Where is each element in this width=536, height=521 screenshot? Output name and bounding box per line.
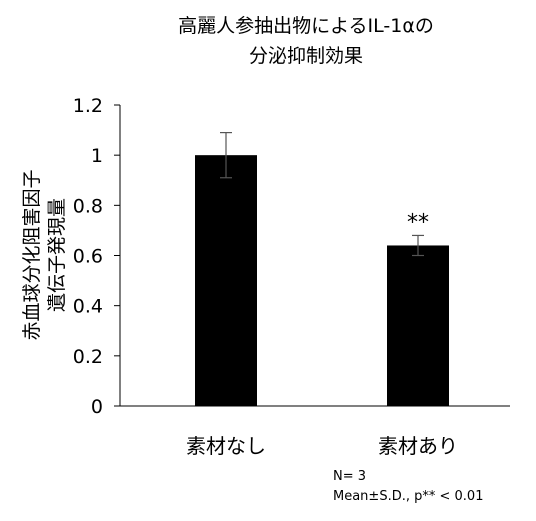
- y-tick-label: 0.2: [73, 346, 103, 368]
- chart-title-line-2: 分泌抑制効果: [249, 45, 363, 67]
- error-bar: [220, 131, 232, 179]
- y-tick-label: 0: [91, 396, 103, 418]
- error-bar: [412, 234, 424, 257]
- error-bars: [220, 131, 424, 257]
- bar: [195, 155, 257, 406]
- y-axis-label: 赤血球分化阻害因子 遺伝子発現量: [21, 169, 68, 340]
- y-tick-label: 0.4: [73, 296, 103, 318]
- chart-title-line-1: 高麗人参抽出物によるIL-1αの: [178, 15, 434, 37]
- significance-mark: **: [407, 210, 429, 235]
- statistics-note: Mean±S.D., p** < 0.01: [333, 489, 484, 504]
- y-axis-label-line-2: 遺伝子発現量: [46, 198, 68, 312]
- category-label: 素材なし: [186, 434, 266, 458]
- significance-marks: **: [407, 210, 429, 235]
- bar: [387, 245, 449, 406]
- y-tick-label: 1.2: [73, 95, 103, 117]
- y-axis-label-line-1: 赤血球分化阻害因子: [21, 169, 43, 340]
- bars: [195, 155, 449, 406]
- y-tick-label: 1: [91, 145, 103, 167]
- category-label: 素材あり: [378, 434, 458, 458]
- y-tick-label: 0.6: [73, 246, 103, 268]
- category-labels: 素材なし 素材あり: [186, 434, 458, 458]
- sample-size-note: N= 3: [333, 469, 367, 484]
- y-ticks: 0 0.2 0.4 0.6 0.8 1 1.2: [73, 95, 120, 418]
- y-tick-label: 0.8: [73, 195, 103, 217]
